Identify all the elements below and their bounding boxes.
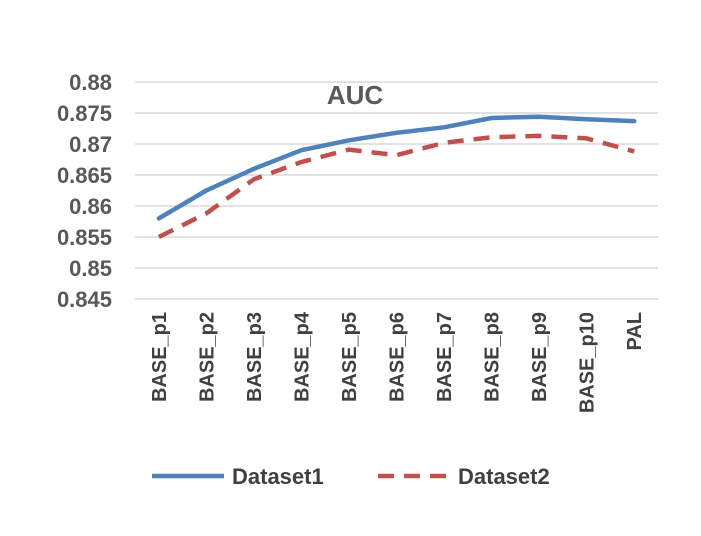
y-tick-label: 0.865 bbox=[57, 163, 112, 188]
x-tick-label: BASE_p2 bbox=[196, 312, 218, 402]
y-tick-label: 0.875 bbox=[57, 101, 112, 126]
y-tick-label: 0.855 bbox=[57, 225, 112, 250]
x-tick-label: BASE_p5 bbox=[339, 312, 361, 402]
legend-label: Dataset2 bbox=[458, 464, 550, 489]
x-axis-ticks: BASE_p1 BASE_p2 BASE_p3 BASE_p4 BASE_p5 BASE_… bbox=[149, 311, 646, 413]
gridlines bbox=[135, 81, 658, 300]
x-tick-label: BASE_p10 bbox=[577, 312, 599, 413]
y-tick-label: 0.88 bbox=[69, 70, 112, 95]
legend-label: Dataset1 bbox=[232, 464, 324, 489]
series-line-dataset2 bbox=[157, 133, 635, 240]
x-tick-label: BASE_p4 bbox=[291, 311, 313, 402]
y-tick-label: 0.86 bbox=[69, 194, 112, 219]
x-tick-label: BASE_p9 bbox=[529, 312, 551, 402]
y-tick-label: 0.87 bbox=[69, 132, 112, 157]
y-axis-ticks: 0.88 0.875 0.87 0.865 0.86 0.855 0.85 0.845 bbox=[57, 70, 112, 312]
x-tick-label: BASE_p3 bbox=[244, 312, 266, 402]
x-tick-label: BASE_p7 bbox=[434, 312, 456, 402]
x-tick-label: BASE_p1 bbox=[149, 312, 171, 402]
x-tick-label: PAL bbox=[624, 312, 646, 351]
x-tick-label: BASE_p8 bbox=[482, 312, 504, 402]
series-line-dataset1 bbox=[156, 114, 637, 221]
y-tick-label: 0.845 bbox=[57, 287, 112, 312]
x-tick-label: BASE_p6 bbox=[387, 312, 409, 402]
chart-title: AUC bbox=[327, 80, 384, 110]
series-lines bbox=[156, 114, 637, 240]
legend: Dataset1 Dataset2 bbox=[152, 464, 550, 489]
y-tick-label: 0.85 bbox=[69, 256, 112, 281]
